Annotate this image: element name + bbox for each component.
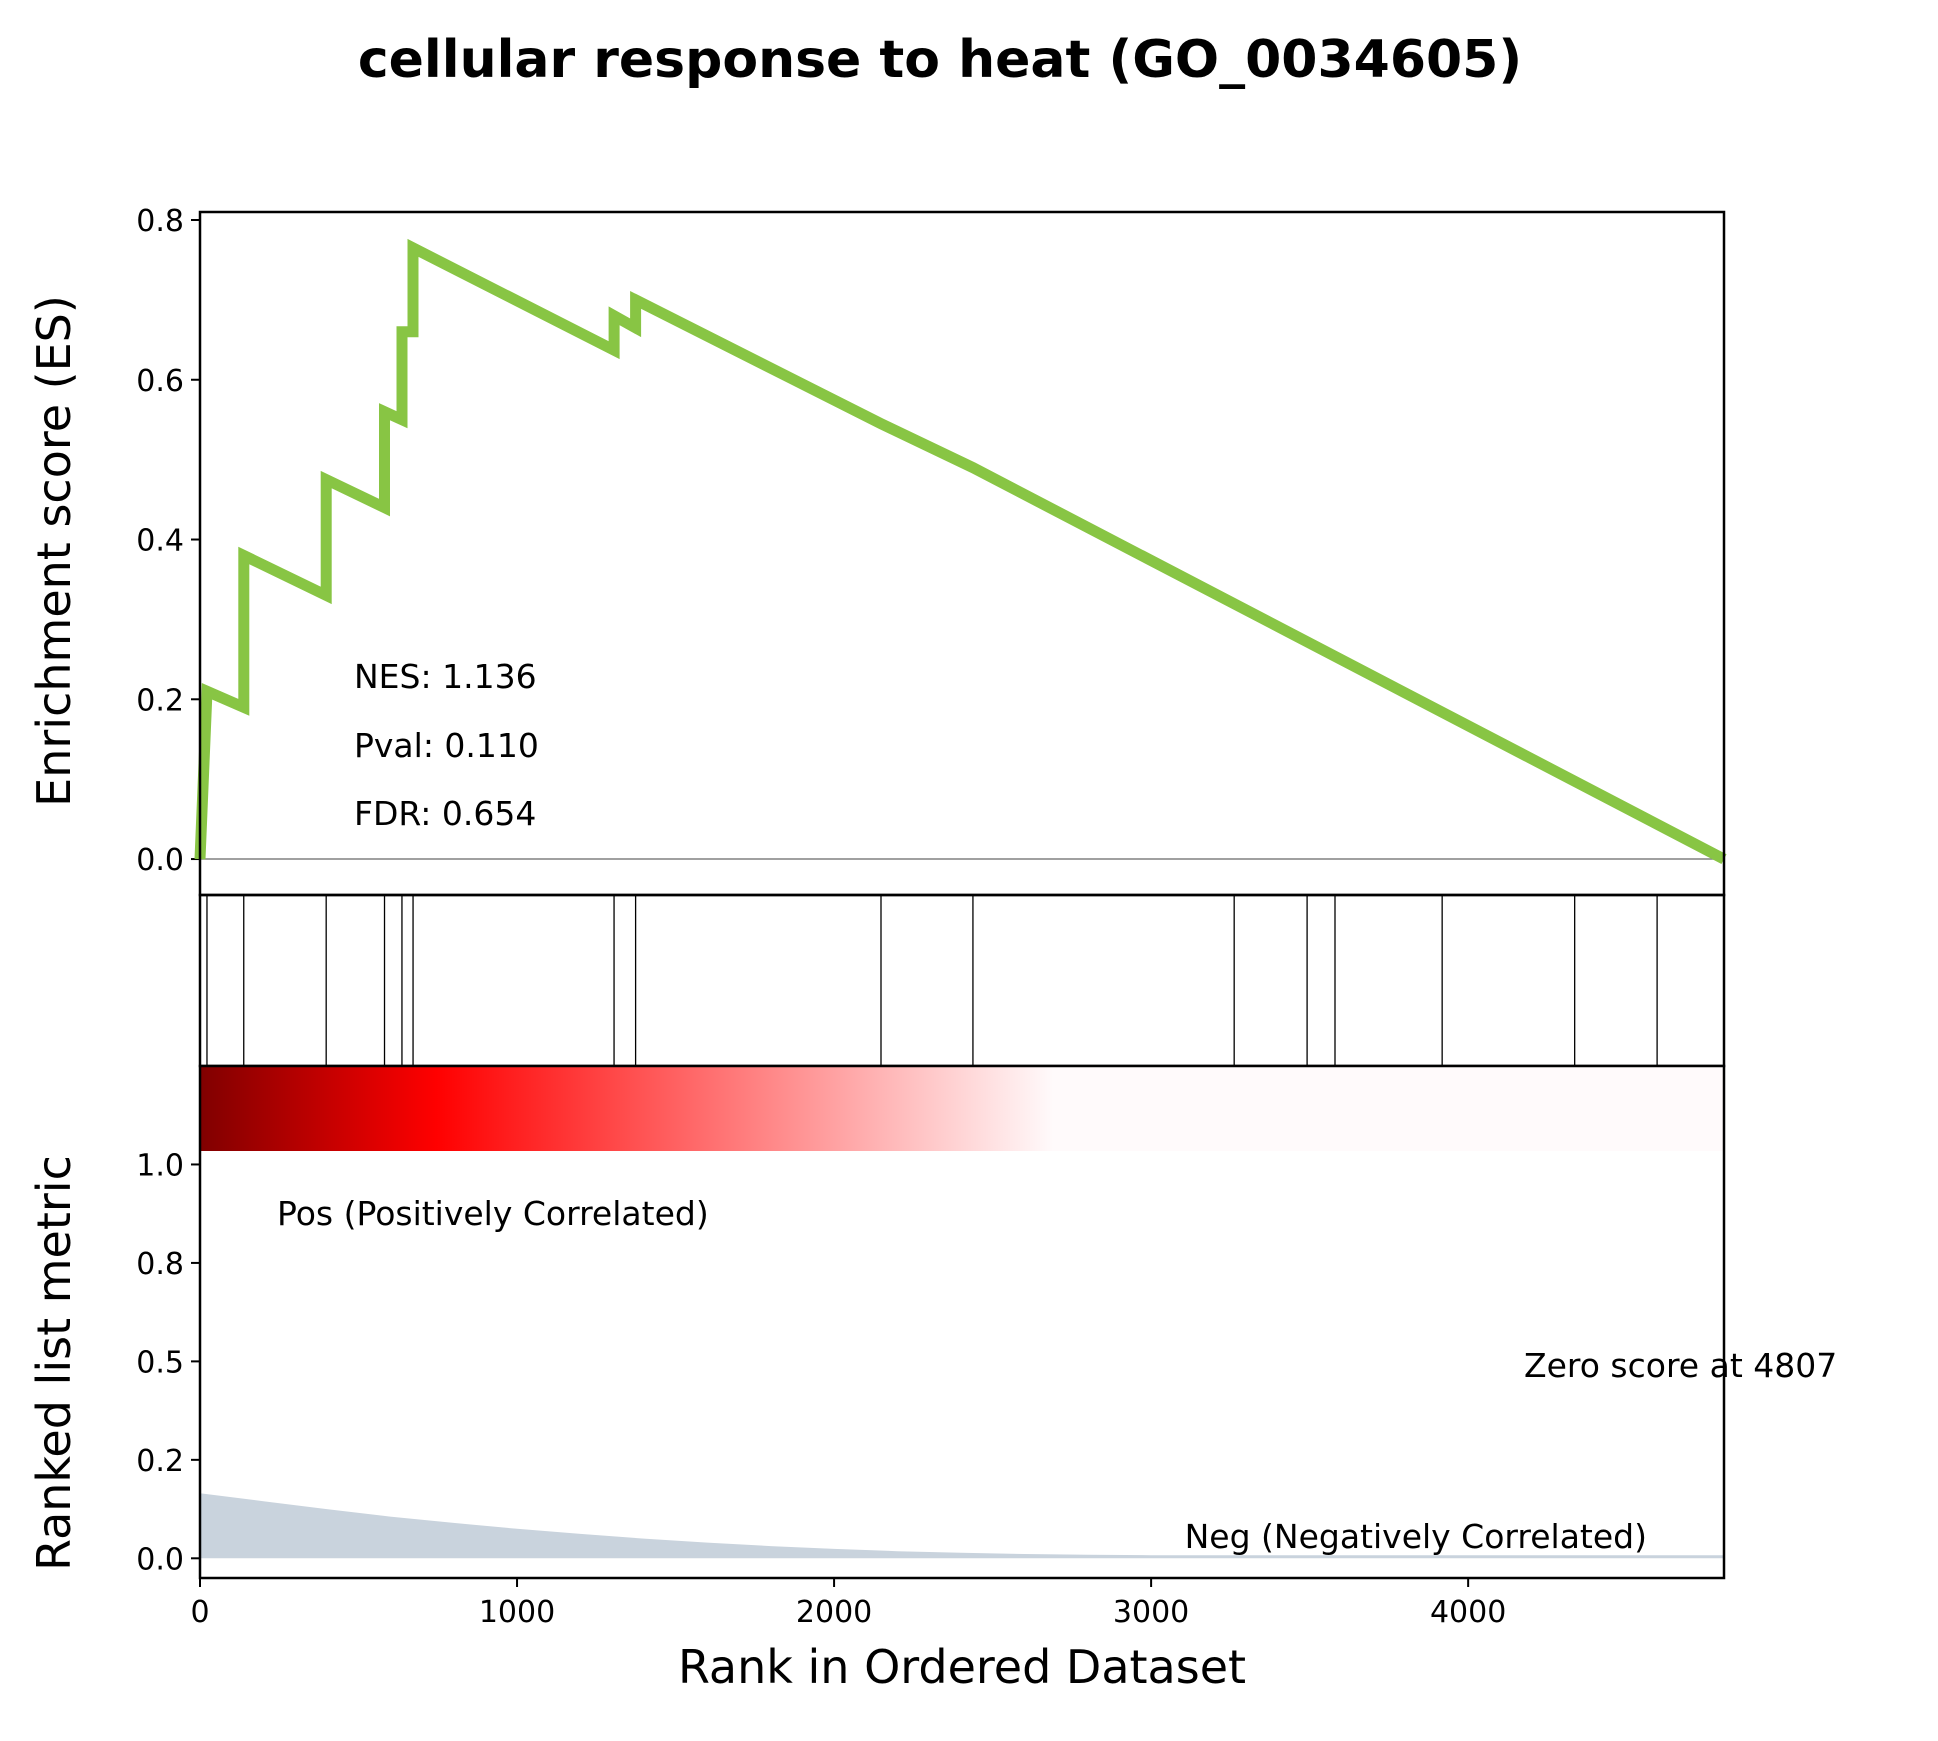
x-axis-label: Rank in Ordered Dataset: [678, 1640, 1246, 1694]
es-y-tick-label: 0.8: [136, 204, 184, 239]
es-frame: [198, 210, 1726, 897]
x-tick-label: 0: [190, 1595, 209, 1630]
zero-score-label: Zero score at 4807: [1524, 1346, 1837, 1385]
x-tick-label: 1000: [479, 1595, 555, 1630]
es-panel: 0.0 0.2 0.4 0.6 0.8 NES: 1.136 Pval: 0.110 F…: [27, 204, 1727, 897]
x-tick-label: 2000: [796, 1595, 872, 1630]
metric-ylabel: Ranked list metric: [27, 1155, 81, 1571]
es-y-tick-label: 0.2: [136, 683, 184, 718]
x-tick-label: 3000: [1113, 1595, 1189, 1630]
metric-y-tick-label: 0.8: [136, 1247, 184, 1282]
es-line: [194, 238, 1727, 864]
metric-area: [200, 1493, 1724, 1559]
chart-title: cellular response to heat (GO_0034605): [358, 30, 1522, 90]
es-y-tick-label: 0.6: [136, 364, 184, 399]
metric-y-tick-label: 1.0: [136, 1148, 184, 1183]
nes-label: NES: 1.136: [354, 657, 537, 696]
metric-y-tick-label: 0.0: [136, 1542, 184, 1577]
es-y-tick-label: 0.4: [136, 524, 184, 559]
hit-lines: [206, 895, 1658, 1066]
pval-label: Pval: 0.110: [354, 726, 539, 765]
x-tick-label: 4000: [1430, 1595, 1506, 1630]
es-y-ticks: 0.0 0.2 0.4 0.6 0.8: [136, 204, 200, 878]
metric-y-tick-label: 0.5: [136, 1345, 184, 1380]
hits-frame: [198, 893, 1726, 1068]
es-ylabel: Enrichment score (ES): [27, 295, 81, 807]
pos-label: Pos (Positively Correlated): [277, 1194, 709, 1233]
metric-y-ticks: 0.0 0.2 0.5 0.8 1.0: [136, 1148, 200, 1577]
metric-frame: [198, 1064, 1726, 1580]
metric-y-tick-label: 0.2: [136, 1444, 184, 1479]
fdr-label: FDR: 0.654: [354, 794, 536, 833]
neg-label: Neg (Negatively Correlated): [1185, 1517, 1647, 1556]
es-y-tick-label: 0.0: [136, 843, 184, 878]
x-axis-ticks: 0 1000 2000 3000 4000: [190, 1578, 1506, 1630]
metric-panel: 0.0 0.2 0.5 0.8 1.0 Pos (Positively Correlat…: [27, 1064, 1837, 1580]
hits-panel: [198, 893, 1726, 1068]
heatmap-bar: [200, 1066, 1724, 1151]
